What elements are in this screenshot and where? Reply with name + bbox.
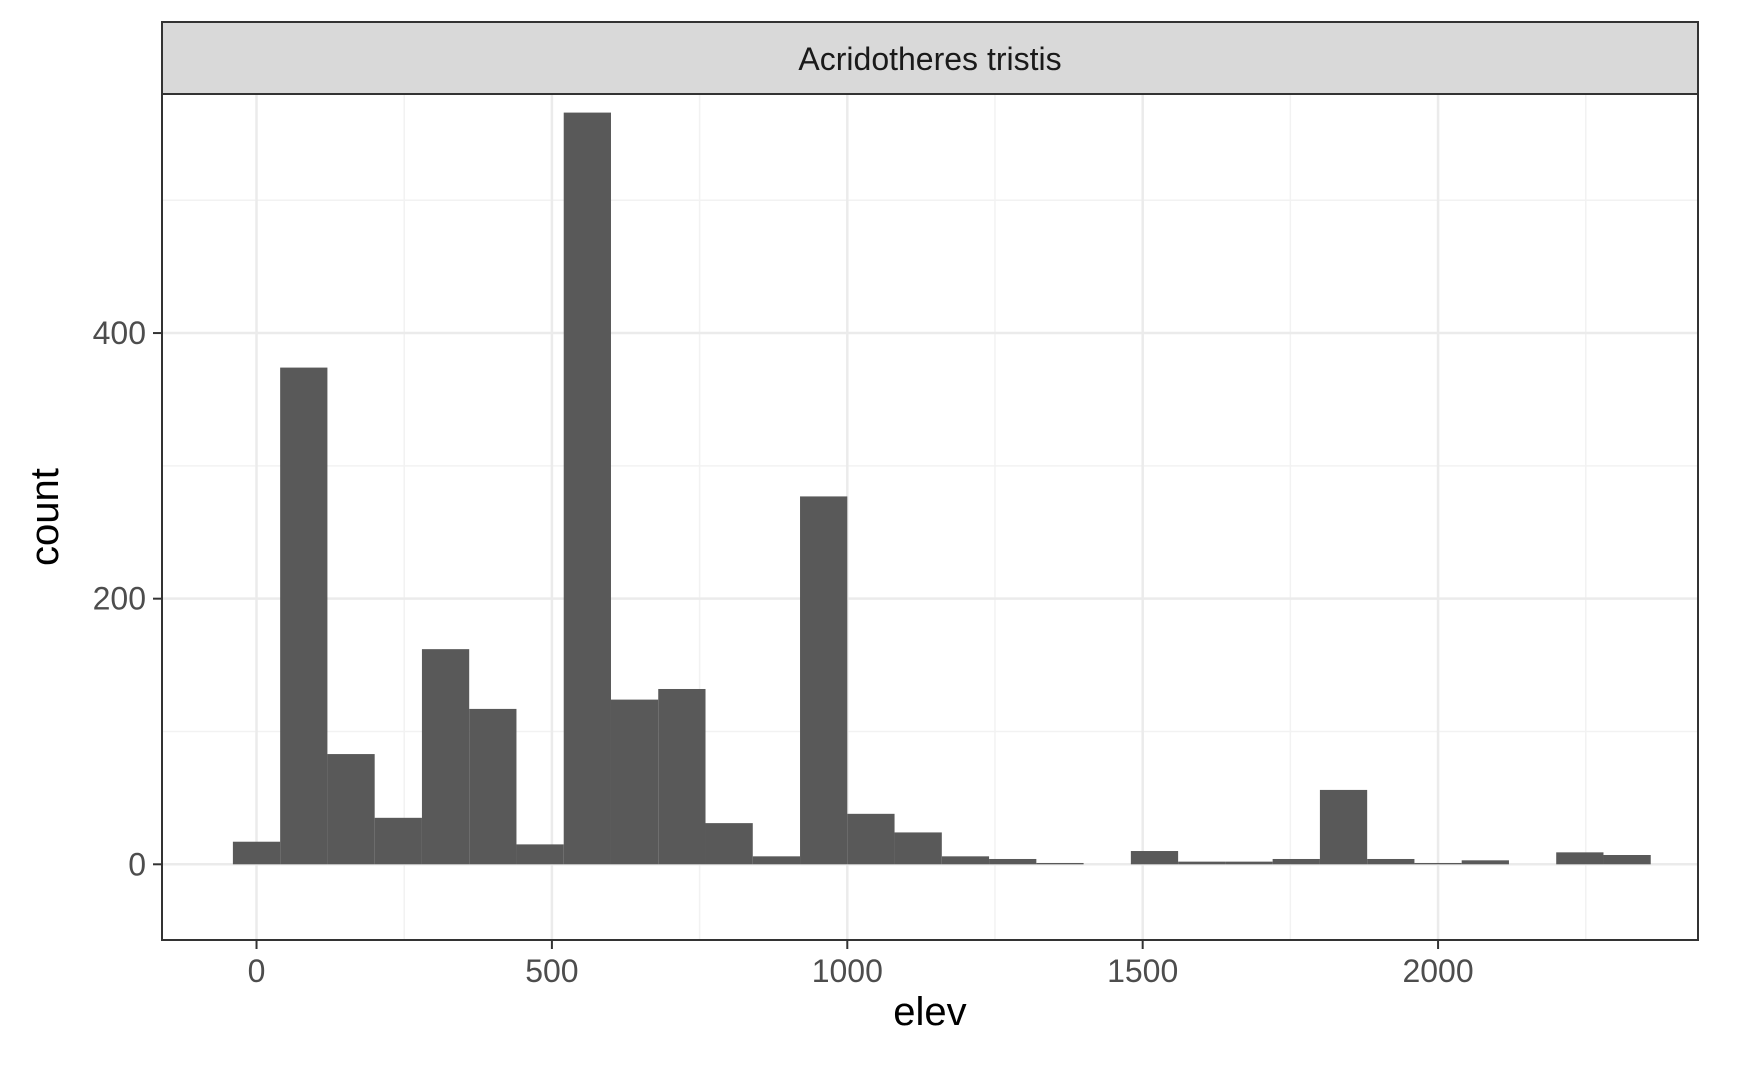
x-tick-label: 2000 — [1402, 953, 1473, 989]
histogram-bar — [516, 844, 564, 865]
plot-panel-background — [162, 94, 1698, 940]
x-tick-label: 1500 — [1107, 953, 1178, 989]
facet-strip-background — [161, 21, 1699, 95]
histogram-bar — [232, 841, 281, 865]
x-axis-title: elev — [893, 990, 966, 1034]
histogram-bar — [705, 823, 753, 865]
plot-panel-border — [161, 93, 1699, 941]
histogram-bar — [847, 813, 895, 865]
histogram-bar — [563, 112, 611, 865]
histogram-bar — [1225, 861, 1273, 865]
histogram-bar — [1272, 858, 1320, 865]
grid-minor-lines — [162, 94, 1698, 940]
histogram-bars — [232, 112, 1651, 865]
y-tick-label: 200 — [93, 581, 146, 617]
x-tick-label: 1000 — [812, 953, 883, 989]
histogram-bar — [752, 856, 801, 865]
x-axis: 0 500 1000 1500 2000 — [248, 940, 1474, 989]
x-tick-label: 500 — [525, 953, 578, 989]
y-axis: 0 200 400 — [93, 315, 162, 882]
histogram-bar — [1556, 852, 1604, 865]
y-tick-label: 400 — [93, 315, 146, 351]
histogram-bar — [1461, 860, 1509, 865]
histogram-bar — [1319, 789, 1368, 865]
histogram-bar — [1367, 858, 1415, 865]
histogram-bar — [610, 699, 659, 865]
x-tick-label: 0 — [248, 953, 266, 989]
histogram-bar — [941, 856, 990, 865]
histogram-bar — [280, 367, 328, 865]
histogram-bar — [800, 496, 848, 865]
histogram-bar — [469, 708, 517, 865]
histogram-bar — [658, 688, 706, 865]
histogram-bar — [1036, 862, 1084, 865]
y-tick-label: 0 — [128, 846, 146, 882]
histogram-bar — [1603, 855, 1651, 865]
histogram-bar — [421, 649, 470, 865]
histogram-bar — [374, 817, 422, 865]
histogram-bar — [894, 832, 942, 865]
facet-strip-label: Acridotheres tristis — [798, 41, 1061, 77]
y-axis-title: count — [23, 468, 67, 566]
histogram-bar — [1178, 861, 1226, 865]
facet-strip: Acridotheres tristis — [161, 21, 1699, 95]
histogram-bar — [989, 858, 1037, 865]
histogram-bar — [1414, 862, 1462, 865]
histogram-bar — [327, 754, 375, 865]
histogram-bar — [1130, 851, 1179, 865]
